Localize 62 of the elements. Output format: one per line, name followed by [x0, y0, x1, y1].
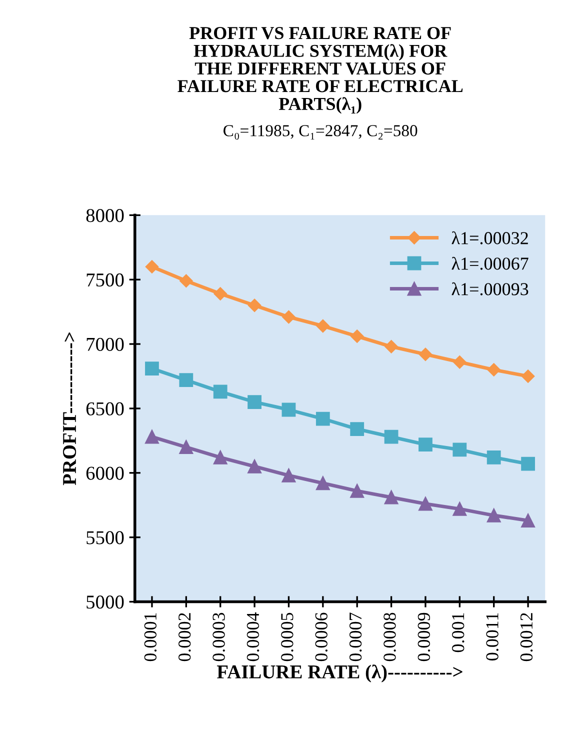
y-tick-label: 8000 — [86, 208, 124, 222]
point — [418, 438, 432, 452]
x-tick-label: 0.0011 — [486, 613, 498, 660]
legend-label: λ1=.00093 — [452, 282, 528, 296]
point — [521, 514, 535, 528]
point — [248, 395, 262, 409]
point — [179, 373, 194, 388]
y-tick-label: 7500 — [86, 273, 124, 287]
point — [487, 363, 500, 376]
x-tick-label: 0.0003 — [212, 612, 225, 662]
y-tick-label: 6000 — [86, 466, 124, 480]
x-tick-label: 0.0008 — [384, 612, 396, 662]
point — [145, 260, 159, 274]
point — [486, 508, 501, 522]
point — [452, 502, 467, 516]
point — [145, 430, 159, 444]
x-tick-label: 0.0009 — [418, 612, 430, 662]
point — [145, 362, 159, 376]
point — [316, 476, 330, 490]
point — [486, 450, 501, 464]
point — [384, 340, 398, 354]
point — [418, 496, 432, 511]
point — [248, 459, 262, 474]
chart-subtitle: C₀=11985, C₁=2847, C₂=580 — [224, 125, 418, 140]
point — [248, 298, 262, 312]
point — [214, 287, 227, 300]
point — [521, 370, 535, 383]
point — [316, 319, 330, 333]
y-tick-label: 5000 — [86, 596, 124, 609]
point — [179, 440, 194, 454]
chart-title: PROFIT VS FAILURE RATE OF HYDRAULIC SYSTEM(λ) FOR THE DIFFERENT VALUES OF FAILURE RATE OF ELECTRICAL PARTS(λ₁) — [178, 27, 463, 114]
y-tick-label: 6500 — [86, 402, 124, 416]
x-tick-label: 0.0005 — [281, 612, 294, 662]
point — [213, 450, 228, 464]
point — [384, 430, 398, 444]
legend-label: λ1=.00067 — [452, 256, 528, 270]
y-tick-label: 7000 — [86, 338, 124, 351]
x-tick-label: 0.0012 — [520, 613, 533, 662]
point — [350, 330, 364, 343]
point — [452, 442, 467, 457]
point — [418, 348, 432, 361]
x-tick-label: 0.0002 — [178, 613, 191, 662]
point — [350, 484, 364, 498]
point — [213, 384, 228, 399]
x-tick-label: 0.0004 — [246, 612, 260, 662]
point — [316, 412, 330, 426]
x-tick-label: 0.001 — [452, 613, 464, 652]
point — [282, 402, 296, 417]
x-tick-label: 0.0001 — [144, 613, 157, 662]
point — [282, 468, 296, 482]
point — [453, 355, 466, 369]
point — [521, 456, 535, 471]
x-tick-label: 0.0007 — [349, 612, 362, 662]
x-axis-title: FAILURE RATE (λ)----------> — [216, 664, 462, 682]
point — [384, 490, 398, 504]
point — [180, 274, 193, 288]
point — [282, 310, 296, 324]
y-axis-title: PROFIT-----------> — [63, 332, 76, 486]
legend-label: λ1=.00032 — [452, 231, 528, 244]
x-tick-label: 0.0006 — [315, 612, 328, 662]
point — [350, 422, 364, 436]
y-tick-label: 5500 — [86, 531, 124, 544]
